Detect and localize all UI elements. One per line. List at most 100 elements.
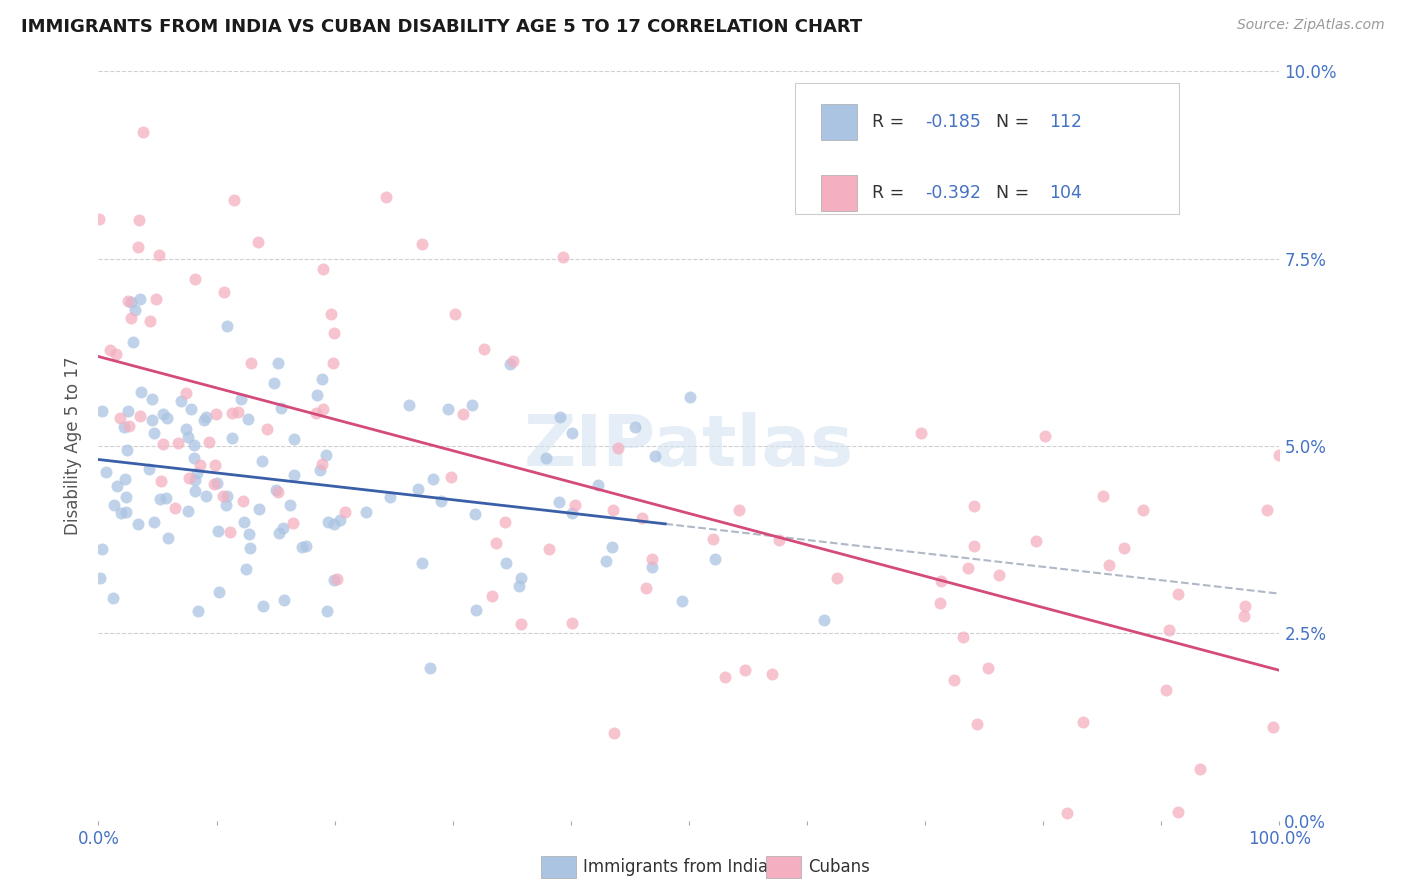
Point [963,499,986,513]
Point [309,463,332,477]
Point [202,477,225,491]
Point [713,669,735,683]
Point [180,401,202,416]
Point [502,354,524,368]
Point [510,571,533,585]
Point [768,533,790,548]
Text: -0.185: -0.185 [925,112,981,130]
Point [315,448,337,462]
Point [1233,608,1256,623]
Point [561,506,583,520]
Point [1091,489,1114,503]
Point [1256,503,1278,517]
Point [464,507,486,521]
Point [184,271,207,285]
Point [91,404,114,418]
Point [98,343,121,357]
Point [419,661,441,675]
FancyBboxPatch shape [796,83,1180,214]
Point [127,240,149,254]
Point [149,474,172,488]
Point [451,408,474,422]
Point [499,357,522,371]
Point [177,504,200,518]
Point [238,411,260,425]
Point [988,568,1011,582]
Point [107,479,129,493]
Point [278,498,301,512]
Point [952,630,974,644]
Point [149,492,172,507]
Point [312,262,335,277]
Point [221,431,243,445]
Point [266,356,288,370]
Point [411,556,433,570]
Point [117,293,139,308]
Point [641,559,664,574]
Point [534,451,557,466]
Point [155,491,177,505]
Point [929,574,952,588]
Point [606,442,628,456]
Point [94,465,117,479]
Point [120,310,142,325]
Point [465,603,488,617]
Point [1056,806,1078,821]
Point [226,405,249,419]
Point [152,407,174,421]
Point [184,473,207,487]
Point [239,541,262,555]
Point [128,212,150,227]
Text: ZIPatlas: ZIPatlas [524,411,853,481]
Point [212,489,235,503]
Point [311,371,333,385]
Text: -0.392: -0.392 [925,184,981,202]
Point [238,527,260,541]
Point [406,483,429,497]
Point [333,505,356,519]
Point [114,419,136,434]
Point [704,552,727,566]
Point [188,458,211,472]
Point [472,342,495,356]
Point [247,502,270,516]
Point [115,443,138,458]
Point [163,501,186,516]
Point [194,489,217,503]
Point [207,476,229,491]
Point [1114,541,1136,556]
Point [233,515,256,529]
Point [129,409,152,424]
Bar [821,175,856,211]
Point [235,562,257,576]
Text: N =: N = [995,112,1035,130]
Point [148,248,170,262]
Point [734,663,756,677]
Point [283,433,305,447]
Point [1167,805,1189,820]
Point [603,725,626,739]
Point [89,571,111,585]
Point [229,392,252,406]
Point [1154,683,1177,698]
Point [322,326,344,340]
Point [187,603,209,617]
Text: N =: N = [995,184,1035,202]
Point [671,593,693,607]
Point [224,193,246,207]
Point [232,493,254,508]
Point [169,393,191,408]
Point [1071,714,1094,729]
Point [291,540,314,554]
Point [495,556,517,570]
Point [510,617,533,632]
Point [1033,429,1056,443]
Point [118,419,141,434]
Point [942,673,965,688]
Point [103,498,125,512]
Text: 104: 104 [1049,184,1083,202]
Text: Cubans: Cubans [808,858,870,876]
Point [264,483,287,497]
Point [550,409,572,424]
Point [207,524,229,539]
